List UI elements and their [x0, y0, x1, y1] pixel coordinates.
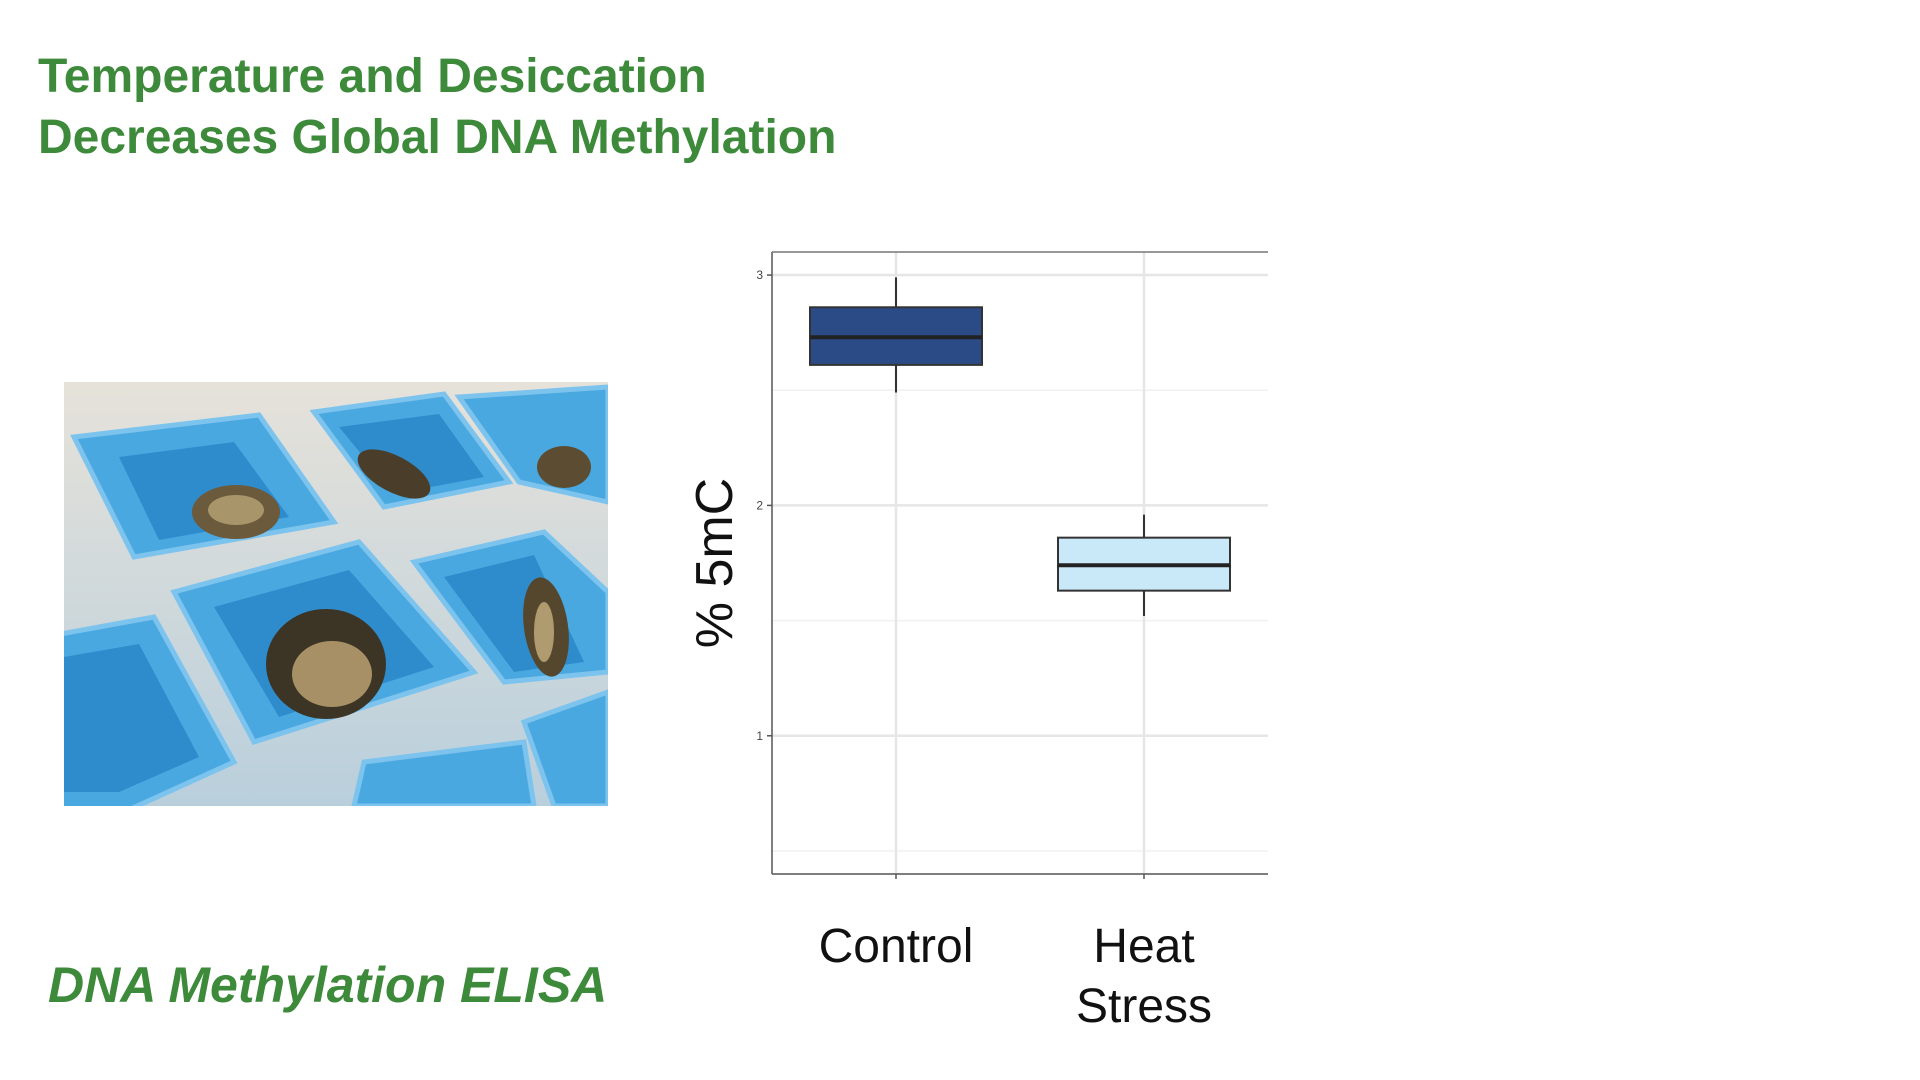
slide-title: Temperature and Desiccation Decreases Gl…: [38, 46, 836, 168]
x-category-label: Heat: [1093, 920, 1194, 973]
chart-svg: 1 2 3 % 5mC Control Heat Stress: [686, 251, 1268, 1033]
slide-title-line-1: Temperature and Desiccation: [38, 50, 707, 103]
methylation-boxplot: 1 2 3 % 5mC Control Heat Stress: [660, 240, 1280, 1040]
oyster-shapes: [192, 446, 591, 719]
caption: DNA Methylation ELISA: [48, 957, 608, 1013]
y-tick-label: 2: [756, 498, 763, 512]
oyster-trays-photo: [64, 382, 608, 806]
y-tick-label: 1: [756, 729, 763, 743]
y-axis-label: % 5mC: [686, 478, 744, 648]
slide-title-line-2: Decreases Global DNA Methylation: [38, 111, 837, 164]
x-category-label: Control: [819, 920, 974, 973]
y-tick-label: 3: [756, 268, 763, 282]
x-category-label: Stress: [1076, 980, 1212, 1033]
